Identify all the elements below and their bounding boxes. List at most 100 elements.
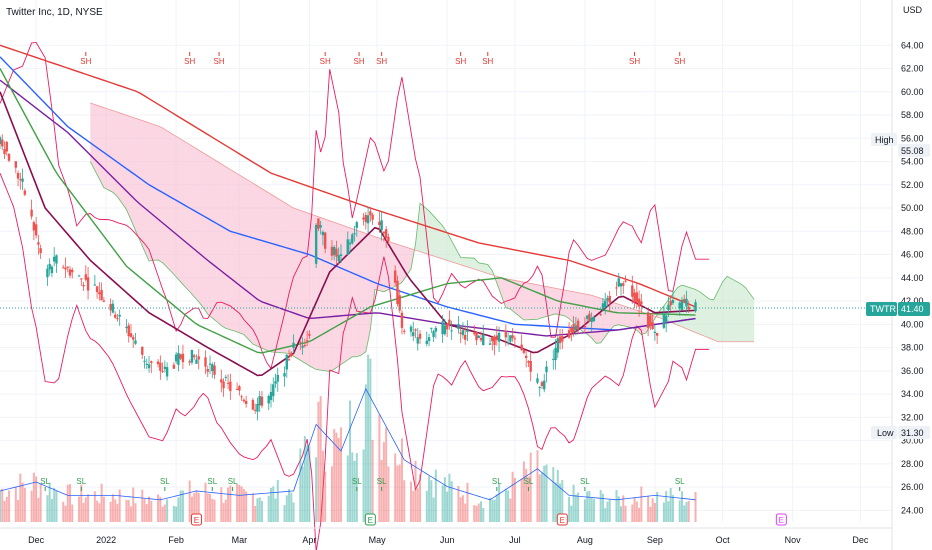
time-tick-label: Oct [716,535,731,545]
candle-body [34,224,38,236]
candle-body [556,338,559,353]
volume-bar [364,384,367,522]
volume-bar [303,436,306,522]
price-tick-label: 26.00 [901,482,924,492]
volume-bar [197,492,200,522]
cloud-segment [641,311,646,335]
candle-body [256,403,259,412]
cloud-segment [185,141,190,292]
price-tick-label: 44.00 [901,273,924,283]
candle-body [276,374,279,382]
candle-body [224,376,228,378]
volume-bar [193,493,196,522]
cloud-segment [569,290,574,323]
earnings-label: E [368,516,373,525]
candle-body [558,336,562,344]
candle-body [353,233,356,235]
volume-bar [665,491,668,522]
swing-high-label: SH [455,57,466,66]
candle-body [443,325,447,335]
volume-bar [166,499,169,522]
candle-body [509,335,512,342]
volume-bar [495,494,498,522]
volume-bar [229,485,232,522]
volume-bars [0,354,697,522]
cloud-segment [614,302,619,326]
cloud-segment [198,150,204,308]
volume-bar [134,503,137,522]
candle-body [590,317,593,323]
cloud-segment [433,215,439,258]
volume-bar [240,486,243,522]
candle-body [646,312,650,328]
volume-bar [37,497,40,522]
candle-body [615,287,618,289]
moving-average-line [0,68,696,354]
volume-bar [400,438,403,522]
volume-bar [102,496,105,522]
moving-averages [0,44,696,377]
volume-bar [175,506,178,522]
volume-bar [430,480,433,522]
candle-body [50,266,54,274]
candle-body [197,356,200,360]
cloud-segment [117,112,122,204]
volume-bar [19,473,22,522]
earnings-label: E [194,516,199,525]
volume-bar [651,498,654,522]
volume-bar [30,490,33,522]
cloud-segment [243,177,249,340]
volume-bar [188,480,191,522]
candle-body [640,301,643,305]
price-tick-label: 64.00 [901,40,924,50]
candle-body [287,359,291,361]
cloud-segment [501,277,506,308]
candle-body [583,326,587,328]
cloud-segment [745,287,750,342]
candle-body [631,285,634,297]
swing-high-label: SH [320,57,331,66]
volume-bar [288,488,291,522]
candle-body [511,335,514,338]
cloud-segment [320,217,326,371]
candle-body [330,246,334,256]
cloud-segment [487,264,493,275]
candle-body [37,242,40,245]
candle-body [258,396,261,406]
candle-body [95,286,99,293]
candle-body [488,343,492,345]
volume-bar [211,498,214,522]
candle-body [617,278,620,287]
swing-high-label: SH [674,57,685,66]
volume-bar [333,429,336,522]
price-tick-label: 30.00 [901,436,924,446]
candle-body [536,378,539,383]
candle-body [351,234,354,244]
volume-bar [473,505,476,522]
currency-label: USD [903,5,923,15]
volume-bar [39,484,42,522]
volume-bar [35,476,38,522]
candle-body [482,334,485,346]
volume-bar [461,495,464,522]
candle-body [269,391,273,401]
band-lower [0,172,710,550]
candle-body [683,299,686,303]
volume-bar [46,495,49,522]
volume-bar [98,503,101,522]
volume-bar [552,467,555,522]
cloud-segment [532,283,538,320]
volume-bar [227,487,230,522]
swing-low-label: SL [675,477,685,486]
cloud-segment [523,282,529,320]
candle-body [159,362,162,371]
volume-bar [464,503,467,522]
cloud-span-a [89,161,755,372]
cloud-segment [505,278,511,310]
volume-bar [14,486,17,522]
time-tick-label: Feb [168,535,184,545]
cloud-segment [722,276,728,342]
volume-bar [419,474,422,522]
cloud-segment [361,231,366,356]
